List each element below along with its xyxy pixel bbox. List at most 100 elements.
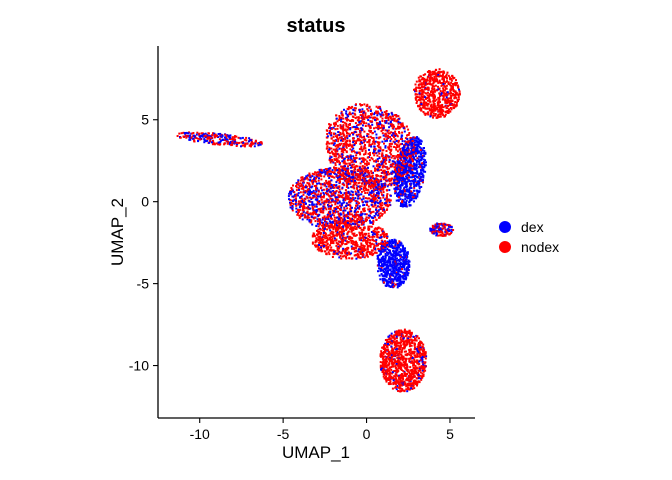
point-nodex xyxy=(387,178,390,181)
point-nodex xyxy=(443,226,446,229)
point-nodex xyxy=(421,346,424,349)
point-dex xyxy=(407,174,410,177)
point-nodex xyxy=(399,379,402,381)
point-dex xyxy=(345,116,348,119)
point-nodex xyxy=(439,93,442,95)
point-nodex xyxy=(372,193,375,196)
point-nodex xyxy=(408,351,411,354)
point-nodex xyxy=(383,361,386,364)
point-nodex xyxy=(327,234,330,237)
point-dex xyxy=(374,111,376,114)
point-nodex xyxy=(306,211,309,214)
point-nodex xyxy=(293,191,296,194)
point-nodex xyxy=(341,255,344,258)
point-nodex xyxy=(423,102,426,105)
point-dex xyxy=(332,161,335,164)
point-nodex xyxy=(344,197,347,200)
point-nodex xyxy=(337,145,340,148)
point-nodex xyxy=(340,222,343,225)
point-nodex xyxy=(323,175,326,178)
point-nodex xyxy=(340,127,343,130)
point-nodex xyxy=(452,104,455,107)
point-nodex xyxy=(412,160,414,163)
point-dex xyxy=(405,164,408,167)
point-dex xyxy=(317,189,320,192)
point-nodex xyxy=(376,235,379,238)
point-nodex xyxy=(375,174,378,177)
point-nodex xyxy=(365,122,368,125)
point-dex xyxy=(376,189,379,192)
point-nodex xyxy=(361,118,364,121)
point-dex xyxy=(372,182,375,185)
point-nodex xyxy=(305,206,308,209)
point-nodex xyxy=(415,86,418,89)
point-dex xyxy=(330,194,333,197)
point-dex xyxy=(300,195,303,198)
point-dex xyxy=(410,179,413,182)
point-nodex xyxy=(416,352,419,355)
point-nodex xyxy=(363,184,366,187)
point-dex xyxy=(388,240,391,243)
point-dex xyxy=(376,192,378,195)
point-nodex xyxy=(382,188,385,191)
point-nodex xyxy=(336,234,339,237)
point-nodex xyxy=(345,256,347,258)
point-dex xyxy=(204,132,207,135)
point-dex xyxy=(395,248,398,251)
point-nodex xyxy=(406,172,409,175)
point-dex xyxy=(391,113,394,116)
point-nodex xyxy=(371,180,374,183)
point-nodex xyxy=(361,233,364,236)
point-nodex xyxy=(322,217,325,220)
point-nodex xyxy=(394,369,397,372)
point-nodex xyxy=(196,131,199,134)
point-nodex xyxy=(367,228,370,231)
point-nodex xyxy=(385,378,388,381)
point-nodex xyxy=(372,219,375,222)
point-nodex xyxy=(351,178,354,181)
point-nodex xyxy=(346,220,349,223)
point-nodex xyxy=(355,140,358,143)
point-dex xyxy=(403,201,406,204)
point-nodex xyxy=(390,148,393,151)
point-nodex xyxy=(375,105,378,108)
point-dex xyxy=(443,233,446,236)
point-nodex xyxy=(414,88,417,91)
point-nodex xyxy=(322,246,325,249)
point-nodex xyxy=(367,136,370,139)
point-nodex xyxy=(413,343,416,346)
point-dex xyxy=(403,256,406,259)
point-dex xyxy=(411,170,414,173)
point-nodex xyxy=(327,185,330,188)
point-nodex xyxy=(364,151,367,154)
point-nodex xyxy=(363,226,366,229)
point-dex xyxy=(306,218,309,221)
point-nodex xyxy=(395,360,398,363)
point-dex xyxy=(396,247,399,250)
point-nodex xyxy=(369,175,372,178)
point-nodex xyxy=(403,159,406,161)
point-nodex xyxy=(360,237,362,240)
point-nodex xyxy=(412,380,415,383)
point-dex xyxy=(400,275,403,278)
point-nodex xyxy=(358,237,361,240)
point-dex xyxy=(389,124,392,127)
point-nodex xyxy=(337,233,340,236)
point-nodex xyxy=(451,100,454,103)
point-nodex xyxy=(368,197,370,200)
point-nodex xyxy=(350,161,353,164)
point-nodex xyxy=(376,110,379,113)
point-nodex xyxy=(357,224,360,227)
point-nodex xyxy=(399,150,402,153)
point-nodex xyxy=(367,152,370,155)
point-dex xyxy=(416,195,419,198)
point-nodex xyxy=(322,196,325,198)
point-nodex xyxy=(329,217,332,220)
point-nodex xyxy=(367,232,370,235)
point-nodex xyxy=(372,137,375,139)
point-nodex xyxy=(347,123,350,126)
point-nodex xyxy=(317,225,320,228)
point-nodex xyxy=(290,188,293,191)
point-nodex xyxy=(375,159,377,162)
point-dex xyxy=(360,239,363,242)
